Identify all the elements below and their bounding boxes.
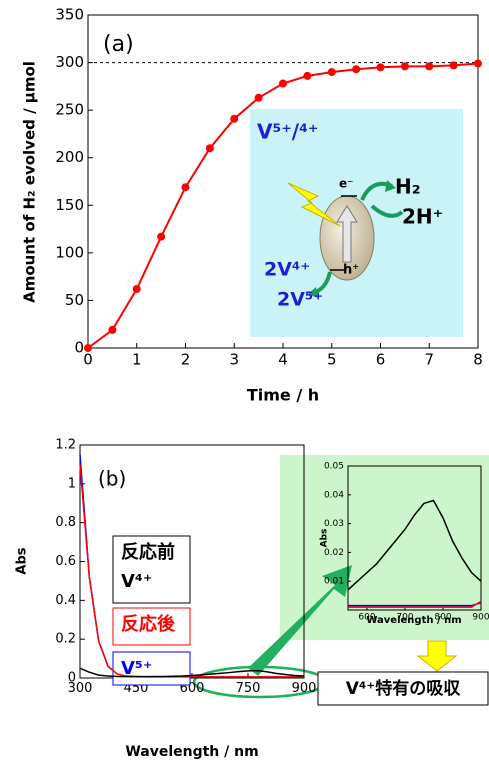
x-tick-label: 600: [358, 613, 375, 623]
x-tick-label: 900: [292, 681, 317, 696]
x-axis-label: Wavelength / nm: [125, 744, 258, 760]
diagram-label: 2V⁵⁺: [277, 289, 323, 311]
series-line: [347, 499, 482, 591]
legend-box: [112, 535, 191, 604]
point: [205, 144, 214, 153]
excitation-arrow: [336, 205, 358, 263]
zoom-arrow: [248, 565, 352, 676]
point: [157, 232, 166, 241]
point: [425, 62, 434, 71]
point: [303, 71, 312, 80]
series-line: [348, 602, 482, 607]
legend-label: 反応後: [121, 613, 176, 635]
y-axis-label: Abs: [15, 547, 30, 574]
point: [327, 68, 336, 77]
diagram-label: 2V⁴⁺: [264, 259, 310, 281]
y-axis-label: Abs: [320, 529, 330, 548]
x-tick-label: 3: [229, 351, 239, 369]
reduction-arrow: [370, 204, 404, 218]
x-tick-label: 6: [376, 351, 386, 369]
y-tick-label: 0: [74, 339, 84, 357]
x-tick-label: 2: [181, 351, 191, 369]
y-tick-label: 0.02: [324, 548, 344, 558]
arrow-head: [385, 180, 396, 192]
legend-label: 反応前: [121, 541, 175, 563]
annotation-box: [317, 671, 489, 706]
y-tick-label: 0.04: [324, 490, 344, 500]
diagram-label: H₂: [395, 175, 421, 199]
point: [279, 79, 287, 88]
y-tick-label: 250: [55, 101, 84, 119]
point: [474, 59, 482, 68]
y-tick-label: 50: [65, 291, 84, 309]
y-tick-label: 200: [55, 148, 84, 166]
y-tick-label: 100: [55, 243, 84, 261]
x-tick-label: 4: [278, 351, 288, 369]
legend-box: [112, 651, 191, 686]
y-tick-label: 1.2: [55, 438, 76, 453]
point: [230, 114, 239, 123]
x-tick-label: 7: [424, 351, 434, 369]
x-tick-label: 1: [132, 351, 142, 369]
y-tick-label: 350: [55, 6, 84, 24]
point: [132, 285, 141, 294]
y-tick-label: 0.05: [324, 462, 344, 472]
y-tick-label: 1: [68, 476, 76, 491]
y-tick-label: 0.2: [55, 632, 76, 647]
y-tick-label: 300: [55, 53, 84, 71]
x-tick-label: 750: [236, 681, 261, 696]
point: [400, 62, 409, 71]
x-axis-label: Time / h: [247, 386, 319, 405]
x-tick-label: 0: [83, 351, 93, 369]
point: [376, 63, 385, 72]
diagram-label: V⁵⁺/⁴⁺: [257, 120, 318, 144]
legend-label: V⁵⁺: [121, 658, 152, 679]
x-tick-label: 5: [327, 351, 337, 369]
legend-label: V⁴⁺: [121, 571, 152, 592]
diagram-label: h⁺: [343, 263, 359, 278]
point: [181, 183, 190, 192]
series-line: [348, 600, 482, 608]
series-line: [79, 667, 305, 678]
diagram-label: e⁻: [339, 177, 353, 191]
point: [108, 325, 117, 334]
point: [449, 61, 458, 70]
x-axis-label: Wavelength / nm: [366, 615, 461, 626]
legend-box: [112, 607, 191, 646]
y-axis-label: Amount of H₂ evolved / μmol: [21, 61, 39, 303]
plot-frame: [347, 465, 482, 611]
y-tick-label: 150: [55, 196, 84, 214]
y-tick-label: 0: [68, 671, 76, 686]
x-tick-label: 300: [68, 681, 93, 696]
point: [254, 93, 263, 102]
y-tick-label: 0.6: [55, 554, 76, 569]
x-tick-label: 900: [472, 613, 489, 623]
chart-title: (b): [98, 467, 126, 491]
y-tick-label: 0.01: [324, 577, 344, 587]
series-line: [79, 464, 304, 678]
y-tick-label: 0.8: [55, 515, 76, 530]
light-bolt: [287, 182, 341, 227]
x-tick-label: 700: [396, 613, 413, 623]
x-tick-label: 800: [434, 613, 451, 623]
chart-title: (a): [103, 32, 134, 57]
point: [352, 65, 361, 74]
annotation: V⁴⁺特有の吸収: [346, 678, 462, 699]
y-tick-label: 0.4: [55, 593, 76, 608]
diagram-label: 2H⁺: [402, 205, 443, 229]
x-tick-label: 8: [473, 351, 483, 369]
arrow-head: [308, 287, 318, 298]
point: [84, 344, 92, 352]
marker-arrow: [416, 640, 458, 672]
y-tick-label: 0.03: [324, 519, 344, 529]
